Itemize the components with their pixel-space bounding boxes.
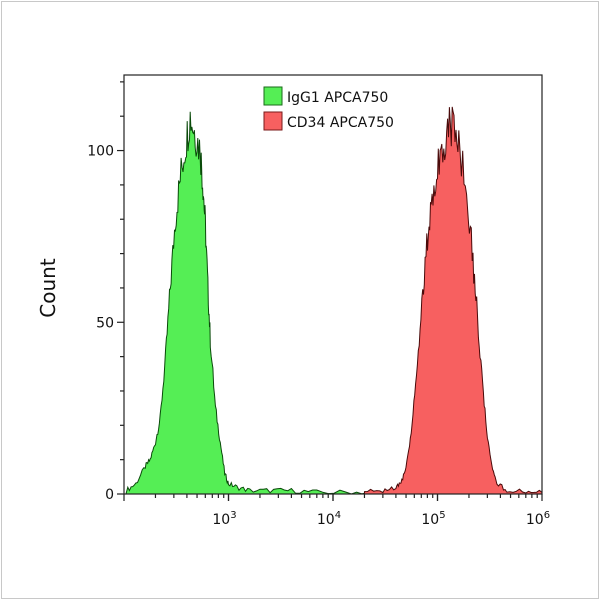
legend-swatch-cd34 xyxy=(263,111,283,131)
series-layer xyxy=(125,106,543,495)
x-tick-label: 103 xyxy=(212,510,236,528)
y-tick-label: 50 xyxy=(96,315,114,331)
legend-label-cd34: CD34 APCA750 xyxy=(287,115,394,131)
legend-label-igg1: IgG1 APCA750 xyxy=(287,90,388,106)
x-tick-label: 104 xyxy=(317,510,341,528)
legend: IgG1 APCA750 CD34 APCA750 xyxy=(263,86,394,131)
series-igg1-area xyxy=(125,111,384,495)
x-tick-label: 105 xyxy=(421,510,445,528)
axes: 103 104 105 106 0 50 100 xyxy=(87,81,550,528)
y-axis-label: Count xyxy=(36,258,60,318)
series-cd34-area xyxy=(364,106,543,495)
x-tick-label: 106 xyxy=(526,510,550,528)
y-tick-label: 100 xyxy=(87,144,114,160)
y-tick-label: 0 xyxy=(105,487,114,503)
legend-swatch-igg1 xyxy=(263,86,283,106)
